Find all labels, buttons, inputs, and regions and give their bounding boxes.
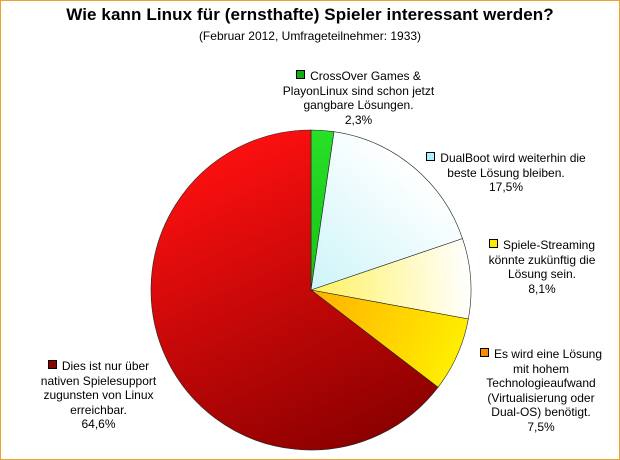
slice-label-nativ-line4: erreichbar. (70, 402, 127, 417)
slice-percent-streaming: 8,1% (528, 281, 556, 296)
slice-label-crossover-line3: gangbare Lösungen. (303, 98, 414, 112)
slice-label-dualboot-line1: DualBoot wird weiterhin die (440, 151, 586, 165)
slice-label-nativ-line1: Dies ist nur über (61, 359, 150, 373)
slice-label-virtualisierung-line4: (Virtualisierung oder (487, 390, 595, 405)
pie-slice-dualboot (310, 131, 463, 291)
slice-label-crossover-line2: PlayonLinux sind schon jetzt (282, 83, 435, 98)
legend-swatch-nativ (47, 360, 57, 369)
slice-label-nativ-line3: zugunsten von Linux (43, 388, 154, 402)
slice-label-streaming-line1: Spiele-Streaming (502, 238, 596, 252)
slice-label-virtualisierung-line3: Technologieaufwand (486, 376, 596, 390)
pie-slice-nativ (150, 129, 439, 451)
slice-label-streaming-line2: könnte zukünftig die (488, 252, 596, 267)
chart-subtitle: (Februar 2012, Umfrageteilnehmer: 1933) (198, 29, 422, 43)
slice-label-virtualisierung: Es wird eine Lösung mit hohem Technologi… (466, 347, 616, 434)
slice-label-streaming: Spiele-Streaming könnte zukünftig die Lö… (467, 238, 617, 296)
slice-percent-crossover: 2,3% (344, 112, 373, 127)
legend-swatch-virtualisierung (479, 348, 489, 357)
slice-label-streaming-line3: Lösung sein. (507, 267, 577, 281)
legend-swatch-crossover (296, 70, 306, 79)
slice-label-virtualisierung-line2: mit hohem (512, 361, 570, 376)
slice-percent-dualboot: 17,5% (488, 180, 524, 194)
slice-label-virtualisierung-line5: Dual-OS) benötigt. (491, 405, 591, 419)
slice-label-nativ: Dies ist nur über nativen Spielesupport … (11, 359, 186, 432)
slice-label-crossover-line1: CrossOver Games & (310, 69, 421, 83)
slice-label-virtualisierung-line1: Es wird eine Lösung (493, 347, 603, 361)
slice-percent-virtualisierung: 7,5% (527, 419, 555, 434)
slice-label-dualboot-line2: beste Lösung bleiben. (447, 165, 565, 180)
chart-title: Wie kann Linux für (ernsthafte) Spieler … (66, 5, 554, 24)
slice-label-nativ-line2: nativen Spielesupport (40, 373, 157, 388)
slice-label-dualboot: DualBoot wird weiterhin die beste Lösung… (406, 151, 606, 195)
slice-percent-nativ: 64,6% (81, 417, 116, 431)
legend-swatch-streaming (488, 239, 498, 248)
legend-swatch-dualboot (426, 152, 436, 161)
slice-label-crossover: CrossOver Games & PlayonLinux sind schon… (251, 69, 466, 127)
